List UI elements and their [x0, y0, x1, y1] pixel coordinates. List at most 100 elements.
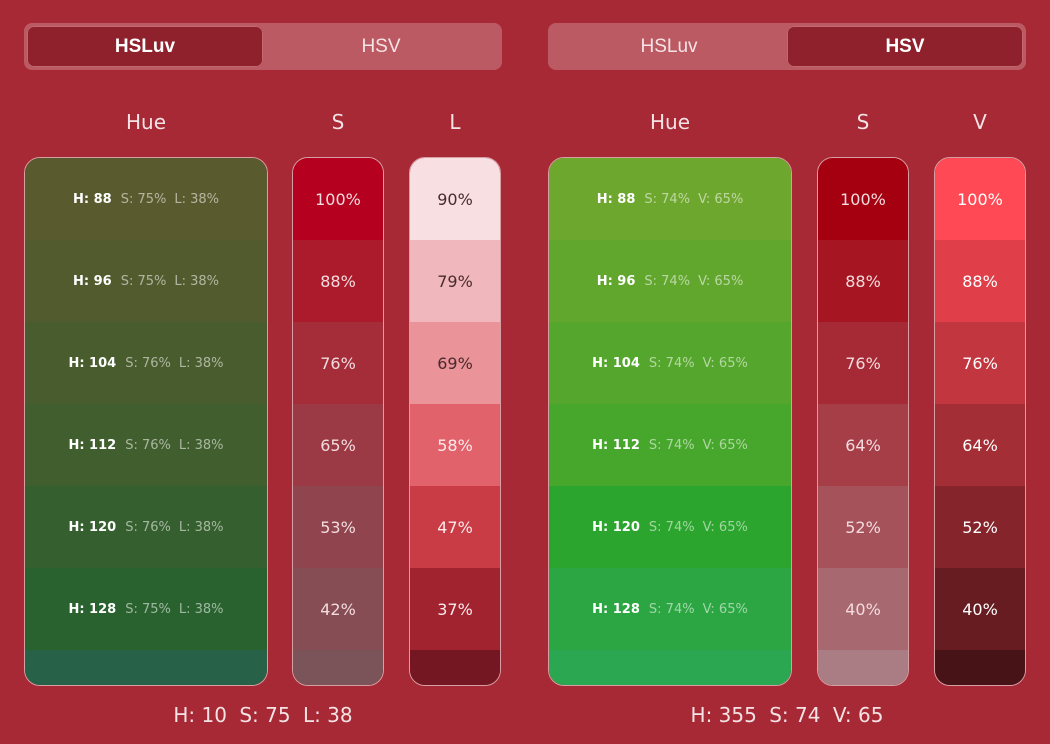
left-hue-swatch[interactable]: H: 120 S: 76% L: 38%: [25, 486, 267, 568]
saturation-value: S: 75%: [120, 191, 167, 207]
left-saturation-swatch[interactable]: 100%: [293, 158, 383, 240]
third-channel-value: L: 38%: [178, 519, 224, 535]
right-saturation-swatch[interactable]: 40%: [818, 568, 908, 650]
left-saturation-swatch[interactable]: 76%: [293, 322, 383, 404]
hue-value: H: 96: [72, 273, 112, 289]
left-hue-swatch[interactable]: H: 96 S: 75% L: 38%: [25, 240, 267, 322]
right-tab-hsv[interactable]: HSV: [787, 26, 1023, 67]
hue-value: H: 88: [72, 191, 112, 207]
left-lightness-swatch[interactable]: 90%: [410, 158, 500, 240]
right-hue-swatch[interactable]: H: 120 S: 74% V: 65%: [549, 486, 791, 568]
left-lightness-swatch[interactable]: 26%: [410, 650, 500, 685]
right-value-swatch[interactable]: 100%: [935, 158, 1025, 240]
saturation-value: S: 74%: [644, 191, 691, 207]
hue-value: H: 120: [592, 519, 640, 535]
right-saturation-swatch[interactable]: 28%: [818, 650, 908, 685]
third-channel-value: L: 38%: [178, 601, 224, 617]
left-lightness-swatch[interactable]: 79%: [410, 240, 500, 322]
third-channel-value: L: 38%: [178, 437, 224, 453]
right-hue-swatch[interactable]: H: 88 S: 74% V: 65%: [549, 158, 791, 240]
left-lightness-swatch[interactable]: 58%: [410, 404, 500, 486]
right-value-swatch[interactable]: 40%: [935, 568, 1025, 650]
left-readout-l: L: 38: [302, 703, 353, 727]
hue-value: H: 104: [68, 355, 117, 371]
hue-value: H: 96: [596, 273, 636, 289]
left-saturation-strip[interactable]: 100%88%76%65%53%42%30%: [292, 157, 384, 686]
right-value-swatch[interactable]: 28%: [935, 650, 1025, 685]
third-channel-value: V: 65%: [698, 273, 744, 289]
left-saturation-swatch[interactable]: 65%: [293, 404, 383, 486]
left-lightness-swatch[interactable]: 37%: [410, 568, 500, 650]
right-v-header: V: [973, 110, 987, 134]
right-hue-swatch[interactable]: H: 112 S: 74% V: 65%: [549, 404, 791, 486]
right-mode-toggle: HSLuv HSV: [548, 23, 1026, 70]
third-channel-value: V: 65%: [698, 191, 744, 207]
right-hue-swatch[interactable]: H: 96 S: 74% V: 65%: [549, 240, 791, 322]
left-readout-h: H: 10: [173, 703, 227, 727]
third-channel-value: V: 65%: [702, 437, 748, 453]
left-lightness-strip[interactable]: 90%79%69%58%47%37%26%: [409, 157, 501, 686]
third-channel-value: L: 38%: [174, 273, 220, 289]
right-hue-strip[interactable]: H: 88 S: 74% V: 65% H: 96 S: 74% V: 65% H: 104…: [548, 157, 792, 686]
left-saturation-swatch[interactable]: 53%: [293, 486, 383, 568]
saturation-value: S: 74%: [648, 601, 695, 617]
hue-value: H: 112: [68, 437, 117, 453]
right-saturation-swatch[interactable]: 100%: [818, 158, 908, 240]
third-channel-value: L: 38%: [174, 191, 220, 207]
left-hue-swatch[interactable]: H: 128 S: 75% L: 38%: [25, 568, 267, 650]
saturation-value: S: 76%: [125, 519, 171, 535]
right-value-swatch[interactable]: 76%: [935, 322, 1025, 404]
saturation-value: S: 74%: [649, 684, 695, 686]
saturation-value: S: 74%: [648, 355, 695, 371]
right-value-swatch[interactable]: 52%: [935, 486, 1025, 568]
right-readout-h: H: 355: [690, 703, 757, 727]
saturation-value: S: 76%: [125, 437, 171, 453]
left-lightness-swatch[interactable]: 47%: [410, 486, 500, 568]
right-hue-header: Hue: [649, 110, 691, 134]
saturation-value: S: 76%: [125, 355, 171, 371]
left-hue-swatch[interactable]: H: 104 S: 76% L: 38%: [25, 322, 267, 404]
right-saturation-swatch[interactable]: 64%: [818, 404, 908, 486]
left-tab-hsv[interactable]: HSV: [361, 35, 401, 57]
hue-value: H: 112: [592, 437, 640, 453]
saturation-value: S: 75%: [120, 273, 167, 289]
left-color-readout: H: 10 S: 75 L: 38: [24, 703, 502, 729]
third-channel-value: V: 65%: [702, 601, 748, 617]
right-tab-hsluv[interactable]: HSLuv: [640, 35, 698, 57]
left-l-header: L: [449, 110, 461, 134]
left-hue-strip[interactable]: H: 88 S: 75% L: 38% H: 96 S: 75% L: 38% H: 104…: [24, 157, 268, 686]
left-lightness-swatch[interactable]: 69%: [410, 322, 500, 404]
left-saturation-swatch[interactable]: 88%: [293, 240, 383, 322]
right-readout-s: S: 74: [769, 703, 821, 727]
left-mode-toggle: HSLuv HSV: [24, 23, 502, 70]
left-saturation-swatch[interactable]: 30%: [293, 650, 383, 685]
hue-value: H: 136: [68, 684, 116, 686]
right-hue-swatch[interactable]: H: 136 S: 74% V: 65%: [549, 650, 791, 686]
right-readout-v: V: 65: [832, 703, 884, 727]
right-hue-swatch[interactable]: H: 128 S: 74% V: 65%: [549, 568, 791, 650]
right-value-swatch[interactable]: 64%: [935, 404, 1025, 486]
left-tab-hsluv[interactable]: HSLuv: [27, 26, 263, 67]
left-hue-swatch[interactable]: H: 88 S: 75% L: 38%: [25, 158, 267, 240]
left-s-header: S: [331, 110, 345, 134]
right-saturation-swatch[interactable]: 76%: [818, 322, 908, 404]
right-value-strip[interactable]: 100%88%76%64%52%40%28%: [934, 157, 1026, 686]
third-channel-value: L: 38%: [179, 684, 224, 686]
hue-value: H: 104: [592, 355, 640, 371]
left-hue-swatch[interactable]: H: 136 S: 75% L: 38%: [25, 650, 267, 686]
right-saturation-strip[interactable]: 100%88%76%64%52%40%28%: [817, 157, 909, 686]
hue-value: H: 128: [592, 601, 640, 617]
right-saturation-swatch[interactable]: 52%: [818, 486, 908, 568]
saturation-value: S: 74%: [648, 437, 695, 453]
left-saturation-swatch[interactable]: 42%: [293, 568, 383, 650]
saturation-value: S: 74%: [648, 519, 695, 535]
hue-value: H: 88: [596, 191, 636, 207]
left-hue-swatch[interactable]: H: 112 S: 76% L: 38%: [25, 404, 267, 486]
right-value-swatch[interactable]: 88%: [935, 240, 1025, 322]
right-saturation-swatch[interactable]: 88%: [818, 240, 908, 322]
saturation-value: S: 74%: [644, 273, 691, 289]
third-channel-value: V: 65%: [702, 519, 748, 535]
saturation-value: S: 75%: [125, 601, 171, 617]
right-hue-swatch[interactable]: H: 104 S: 74% V: 65%: [549, 322, 791, 404]
hue-value: H: 136: [592, 684, 640, 686]
